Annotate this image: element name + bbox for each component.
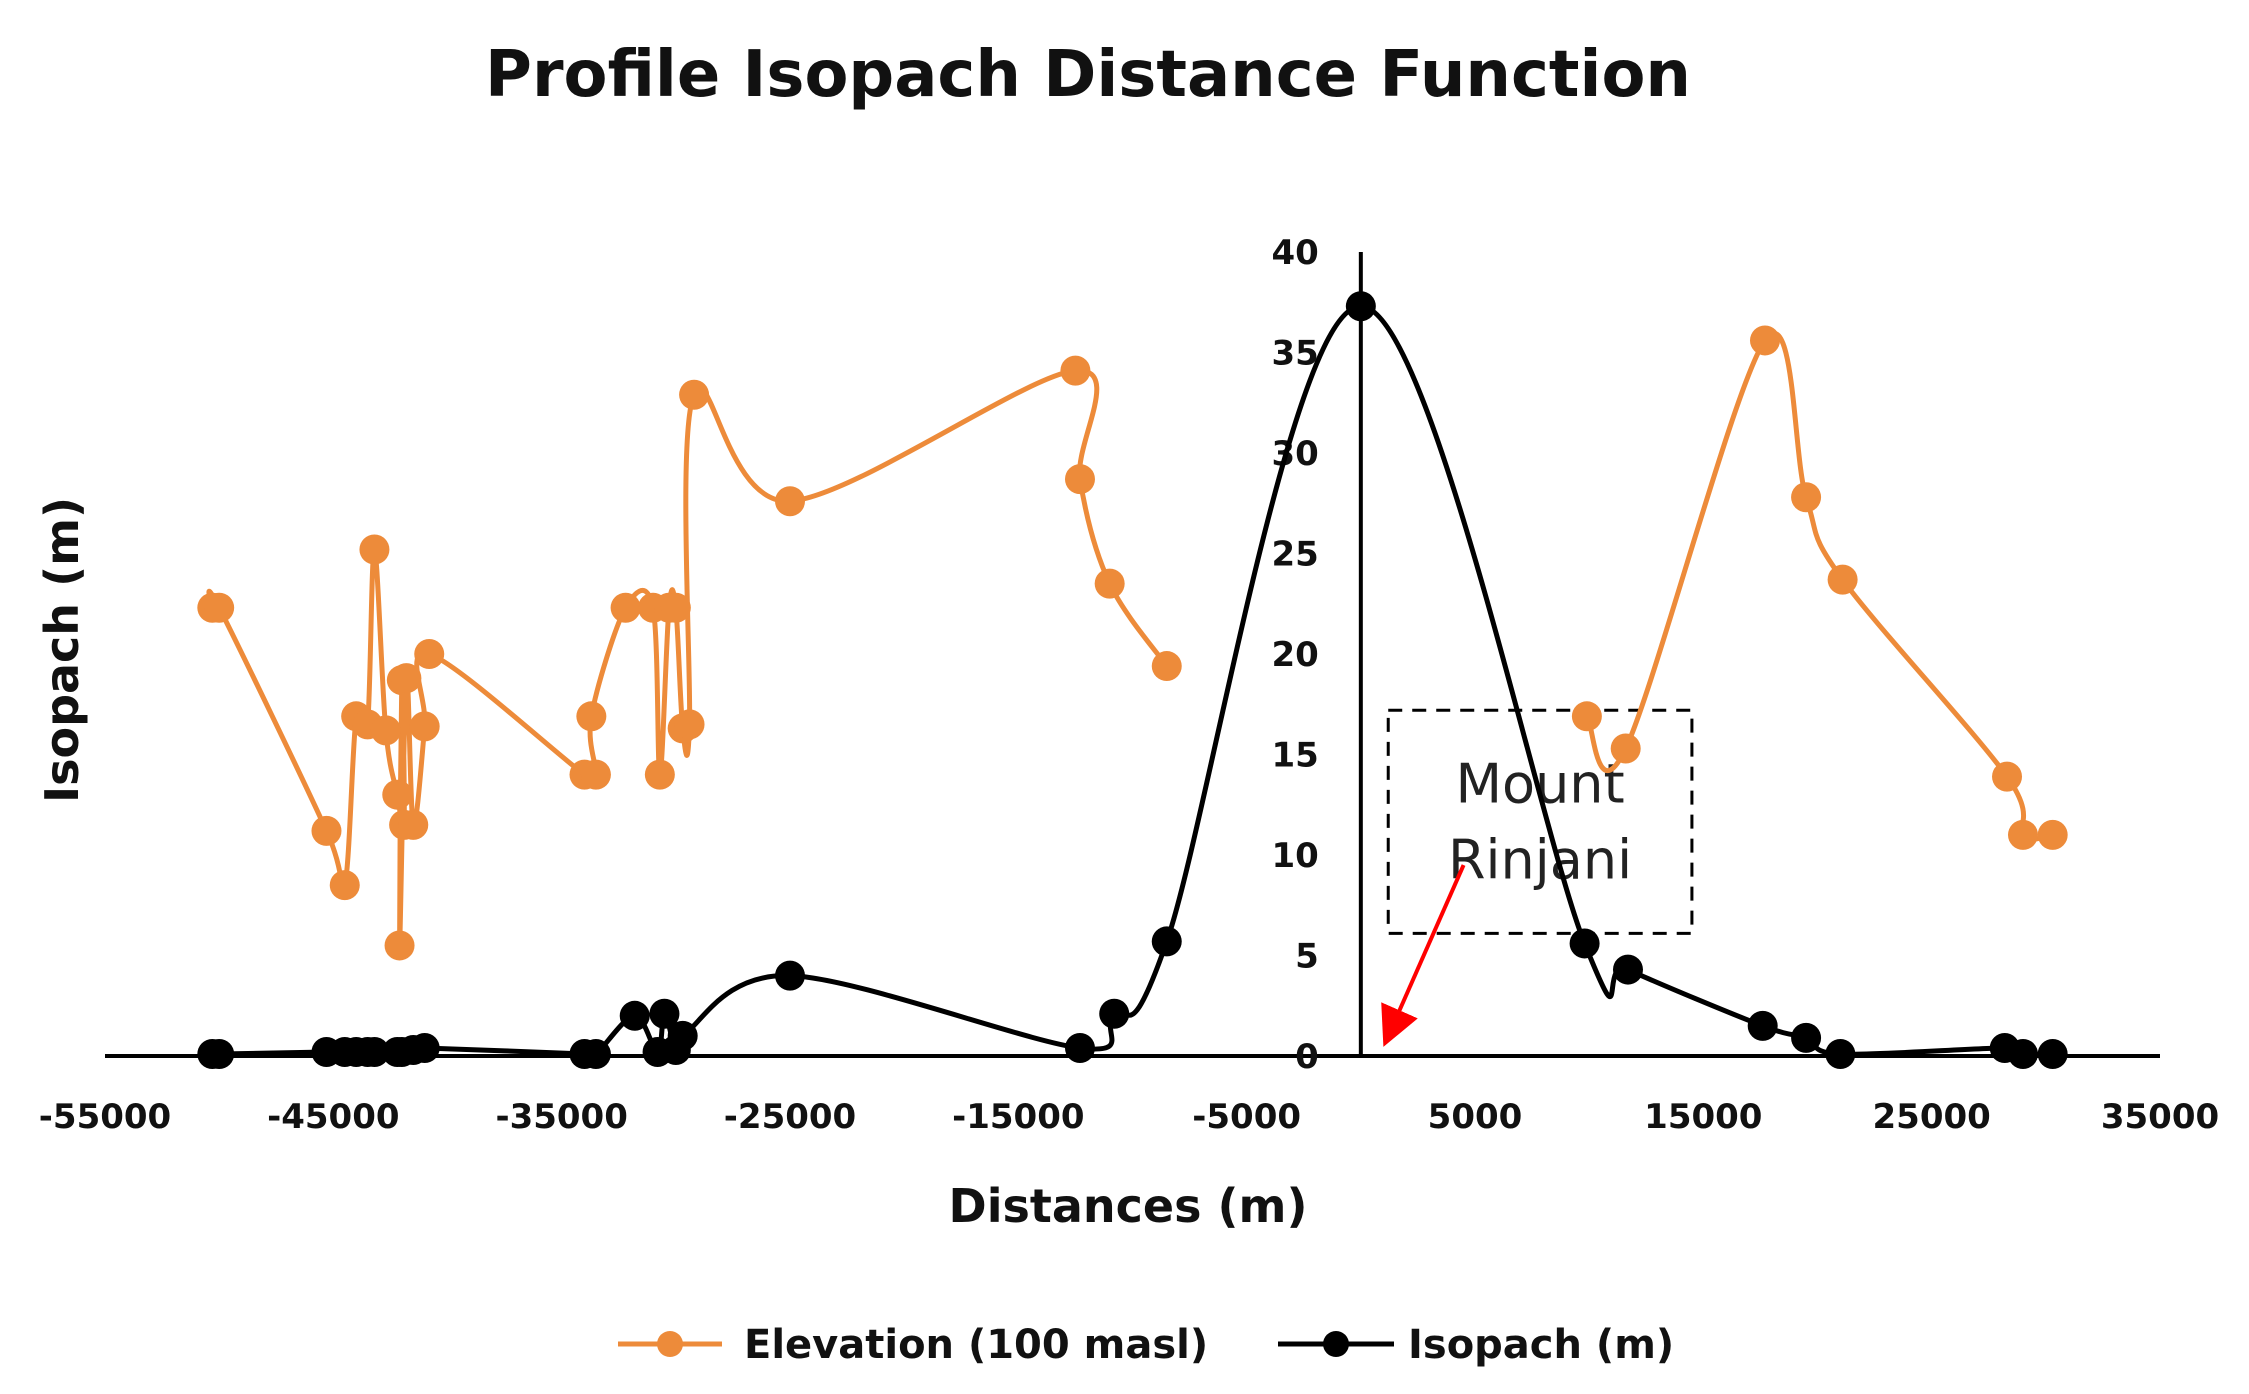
elevation-data-point [414, 639, 445, 669]
isopach-data-point [1569, 928, 1600, 959]
isopach-data-point [1345, 291, 1376, 322]
elevation-data-point [1060, 355, 1091, 386]
elevation-line-segment [206, 368, 1170, 949]
isopach-data-point [2008, 1038, 2038, 1069]
isopach-data-point [359, 1036, 390, 1067]
elevation-data-point [580, 759, 611, 790]
y-tick-label: 10 [1272, 836, 1319, 876]
x-tick-label: 5000 [1428, 1097, 1523, 1137]
elevation-data-point [2008, 819, 2038, 850]
y-tick-label: 40 [1272, 233, 1319, 273]
isopach-data-point [1791, 1022, 1822, 1053]
series-layer [197, 291, 2068, 1069]
isopach-data-point [580, 1038, 611, 1069]
elevation-data-point [660, 592, 691, 623]
x-tick-label: -5000 [1192, 1097, 1301, 1137]
y-axis-title: Isopach (m) [35, 497, 89, 803]
elevation-data-point [1749, 325, 1780, 356]
elevation-data-point [1151, 651, 1182, 682]
legend-elevation-marker [657, 1331, 683, 1357]
elevation-data-point [644, 759, 675, 790]
isopach-data-point [1825, 1038, 1856, 1069]
elevation-data-point [329, 870, 360, 901]
isopach-line-segment [206, 303, 2056, 1060]
x-axis: -55000 -45000 -35000 -25000 -15000 -5000 5000 1… [39, 1054, 2219, 1137]
legend: Elevation (100 masl) Isopach (m) [618, 1322, 1674, 1368]
elevation-data-point [1610, 733, 1641, 764]
elevation-data-point [1571, 701, 1602, 732]
elevation-data-point [204, 592, 235, 623]
legend-isopach-marker [1323, 1331, 1349, 1357]
elevation-data-point [576, 701, 607, 732]
y-tick-label: 35 [1272, 334, 1319, 374]
elevation-data-point [1791, 482, 1822, 513]
annotation-arrow [1381, 864, 1466, 1047]
y-tick-label: 5 [1295, 937, 1319, 977]
chart-title: Profile Isopach Distance Function [485, 38, 1691, 112]
elevation-data-point [384, 930, 415, 961]
x-tick-label: 15000 [1644, 1097, 1762, 1137]
annotation-label-line2: Rinjani [1448, 828, 1632, 891]
elevation-data-point [359, 534, 390, 565]
x-tick-label: -35000 [495, 1097, 627, 1137]
x-tick-label: 35000 [2101, 1097, 2219, 1137]
legend-elevation-label: Elevation (100 masl) [744, 1322, 1208, 1368]
isopach-data-point [649, 998, 680, 1029]
series-elevation [197, 325, 2068, 961]
y-axis: 0 5 10 15 20 25 30 35 40 [1272, 233, 1363, 1077]
elevation-data-point [679, 379, 710, 410]
isopach-data-point [1151, 926, 1182, 957]
legend-isopach-label: Isopach (m) [1408, 1322, 1674, 1368]
x-tick-label: 25000 [1873, 1097, 1991, 1137]
elevation-data-point [311, 815, 342, 846]
x-tick-label: -15000 [952, 1097, 1084, 1137]
isopach-data-point [409, 1032, 440, 1063]
mount-rinjani-annotation: Mount Rinjani [1381, 708, 1694, 1047]
elevation-data-point [409, 711, 440, 742]
elevation-data-point [674, 709, 705, 740]
isopach-data-point [1612, 954, 1643, 985]
y-tick-label: 20 [1272, 635, 1319, 675]
elevation-data-point [370, 715, 401, 746]
elevation-data-point [1827, 564, 1858, 595]
annotation-label-line1: Mount [1455, 752, 1624, 815]
elevation-data-point [610, 592, 641, 623]
elevation-data-point [398, 809, 429, 840]
series-isopach [197, 291, 2068, 1069]
isopach-data-point [775, 960, 805, 991]
y-tick-label: 15 [1272, 736, 1319, 776]
elevation-data-point [1064, 464, 1095, 495]
isopach-data-point [1747, 1010, 1778, 1041]
x-tick-label: -55000 [39, 1097, 171, 1137]
elevation-line-segment [1584, 331, 2056, 842]
annotation-box [1386, 708, 1694, 935]
isopach-data-point [1099, 998, 1130, 1029]
y-tick-label: 0 [1295, 1037, 1319, 1077]
x-tick-label: -45000 [267, 1097, 399, 1137]
elevation-data-point [1992, 761, 2023, 792]
x-tick-label: -25000 [724, 1097, 856, 1137]
isopach-data-point [2037, 1038, 2068, 1069]
elevation-data-point [382, 779, 413, 810]
isopach-data-point [204, 1038, 235, 1069]
elevation-data-point [1094, 568, 1125, 599]
isopach-data-point [1064, 1032, 1095, 1063]
y-tick-label: 30 [1272, 434, 1319, 474]
isopach-data-point [667, 1020, 698, 1051]
elevation-data-point [391, 663, 422, 694]
elevation-data-point [775, 486, 805, 517]
y-tick-label: 25 [1272, 535, 1319, 575]
x-axis-title: Distances (m) [949, 1179, 1308, 1233]
elevation-data-point [2037, 819, 2068, 850]
isopach-data-point [619, 1000, 650, 1031]
